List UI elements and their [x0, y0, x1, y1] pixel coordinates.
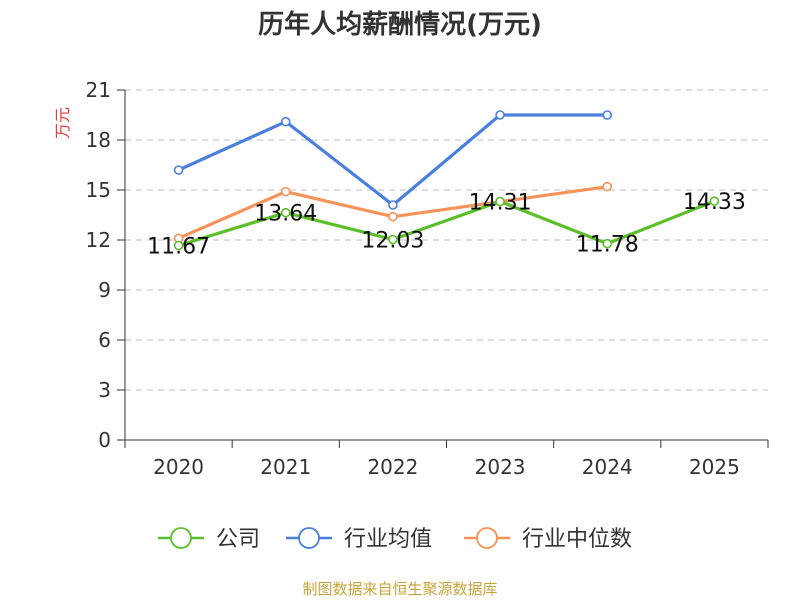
y-tick-label: 12	[86, 228, 111, 252]
data-point	[280, 186, 291, 197]
y-tick-label: 9	[98, 278, 111, 302]
x-tick-label: 2024	[582, 455, 633, 479]
legend-item: 行业均值	[286, 527, 432, 552]
data-point	[388, 211, 398, 222]
data-point	[388, 200, 398, 210]
chart-title: 历年人均薪酬情况(万元)	[258, 9, 542, 40]
data-point	[388, 234, 398, 245]
y-axis-label: 万元	[53, 107, 72, 139]
legend-marker	[170, 527, 192, 549]
data-point	[709, 196, 720, 206]
data-point	[602, 181, 613, 192]
data-point	[495, 110, 505, 120]
data-label: 14.31	[469, 191, 532, 216]
legend-marker	[298, 527, 320, 549]
data-point	[173, 165, 184, 175]
x-tick-label: 2021	[260, 455, 311, 479]
data-point	[280, 116, 291, 127]
legend-item: 行业中位数	[464, 527, 632, 552]
data-point	[280, 207, 291, 218]
legend-label: 行业均值	[344, 527, 432, 552]
series-0	[173, 196, 720, 251]
data-label: 13.64	[254, 202, 317, 227]
series-1	[173, 110, 613, 210]
x-tick-label: 2025	[689, 455, 740, 479]
x-tick-label: 2022	[367, 455, 418, 479]
y-tick-label: 18	[86, 128, 111, 152]
data-point	[602, 110, 613, 120]
series-line	[177, 113, 608, 207]
y-tick-label: 21	[86, 78, 111, 102]
data-label: 11.78	[576, 233, 639, 258]
source-note: 制图数据来自恒生聚源数据库	[302, 580, 497, 598]
data-label: 12.03	[361, 229, 424, 254]
legend-item: 公司	[158, 527, 260, 552]
legend-label: 行业中位数	[522, 527, 632, 552]
y-tick-label: 3	[98, 378, 111, 402]
legend-marker	[476, 527, 498, 549]
series-line	[178, 199, 716, 248]
y-tick-label: 15	[86, 178, 111, 202]
x-tick-label: 2020	[153, 455, 204, 479]
x-tick-label: 2023	[475, 455, 526, 479]
data-point	[495, 196, 505, 207]
data-point	[173, 240, 184, 251]
data-point	[602, 238, 613, 249]
legend-label: 公司	[216, 527, 260, 552]
y-tick-label: 0	[98, 428, 111, 452]
data-label: 11.67	[147, 235, 210, 260]
data-label: 14.33	[683, 190, 746, 215]
y-tick-label: 6	[98, 328, 111, 352]
